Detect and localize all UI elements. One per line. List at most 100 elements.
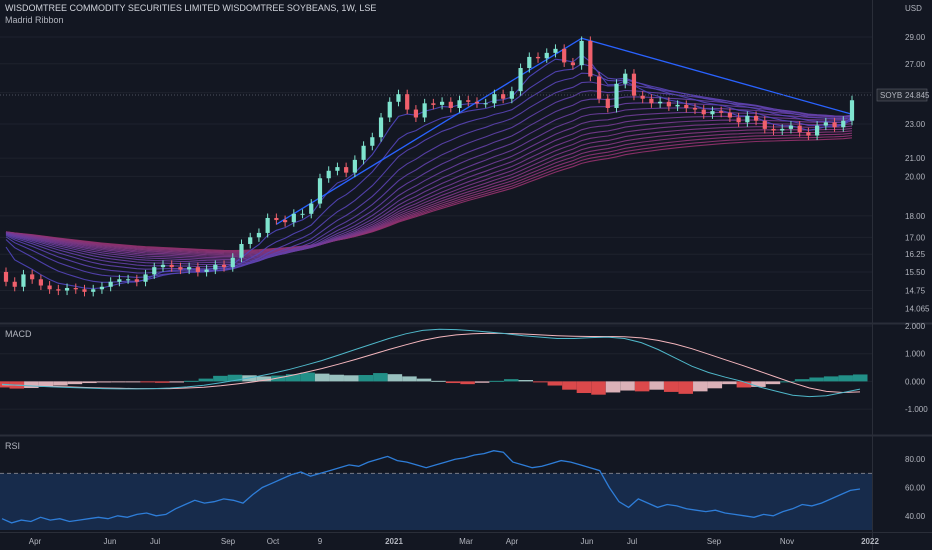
macd-histogram-bar [489,380,504,382]
price-tick-label: 14.065 [905,304,930,313]
candle [832,117,837,132]
candle [143,269,148,287]
candle [422,98,427,123]
candle [387,97,392,123]
candle-body [221,264,227,268]
candle-body [3,271,9,282]
candle [256,228,262,242]
candle [248,232,253,249]
ribbon-line [5,96,853,268]
candle [849,95,855,126]
candle [509,86,514,104]
candle-body [38,279,43,286]
candle-body [815,125,820,136]
candle [518,63,523,96]
macd-histogram-bar [227,374,243,382]
candle [788,121,794,134]
ribbon-line [5,130,853,254]
candle [588,36,593,82]
candle [780,124,785,136]
candle [562,44,567,67]
candle [710,106,715,119]
candle-body [309,203,314,214]
candle-body [570,62,576,66]
candle [265,213,270,238]
candle [344,162,349,178]
price-badge-box [876,88,928,102]
candle [535,52,541,63]
candle-body [108,281,113,287]
candle [675,100,680,111]
macd-histogram-bar [125,381,141,383]
candle [474,97,480,108]
candle-body [474,101,480,104]
date-tick-label: Nov [780,537,794,546]
macd-histogram-bar [140,381,155,383]
candle-body [134,279,139,282]
macd-histogram-bar [809,377,824,382]
candle-body [387,101,392,118]
candle [745,111,750,127]
candle-body [562,48,567,63]
candle-body [91,289,96,292]
macd-histogram-bar [67,381,83,385]
macd-histogram-bar [474,381,490,383]
macd-histogram-bar [605,381,621,393]
candle [30,269,35,284]
candle [221,260,227,272]
candle-body [126,279,131,281]
candle [501,89,506,104]
macd-histogram-bar [154,381,170,383]
rsi-label: RSI [5,441,21,451]
candle [823,117,828,131]
macd-histogram-bar [358,375,374,382]
macd-histogram-bar [271,375,286,382]
ribbon-line [5,115,853,261]
candle-body [501,94,506,99]
macd-histogram-bar [387,374,403,382]
candle-body [413,109,419,118]
candle [12,277,17,292]
ribbon-line [5,89,853,270]
candle [753,111,759,126]
candle [797,121,802,137]
candle-body [370,137,375,146]
candles [3,36,855,297]
macd-histogram-bar [96,381,112,383]
candle [448,97,453,113]
candle-body [762,120,767,129]
candle [47,281,52,294]
candle [553,44,558,58]
macd-histogram-bar [213,375,228,382]
candle-body [160,264,166,268]
candle-body [823,122,828,126]
candle-body [640,95,645,99]
candle [841,116,846,132]
candle [82,284,87,297]
macd-histogram-bar [620,381,635,391]
candle [815,121,820,141]
candle-body [780,128,785,131]
date-tick-label: Sep [707,537,722,546]
candle-body [187,267,192,270]
candle-body [335,167,340,171]
ribbon-line [5,134,853,252]
macd-tick-label: 2.000 [905,322,926,331]
candle-body [117,279,122,282]
macd-histogram-bar [38,381,54,387]
macd-histogram-bar [649,381,664,390]
macd-histogram-bar [503,379,519,382]
candle [126,274,131,284]
date-tick-label: 2021 [385,537,403,546]
candle-body [396,94,401,102]
candle-body [30,274,35,280]
candle [73,283,78,294]
macd-histogram-bar [300,372,315,382]
macd-tick-label: -1.000 [905,405,928,414]
candle [352,155,357,178]
candle-body [47,285,52,290]
candle-body [623,73,628,84]
candle-body [422,103,427,118]
rsi-tick-label: 60.00 [905,484,926,493]
candle [631,69,637,101]
